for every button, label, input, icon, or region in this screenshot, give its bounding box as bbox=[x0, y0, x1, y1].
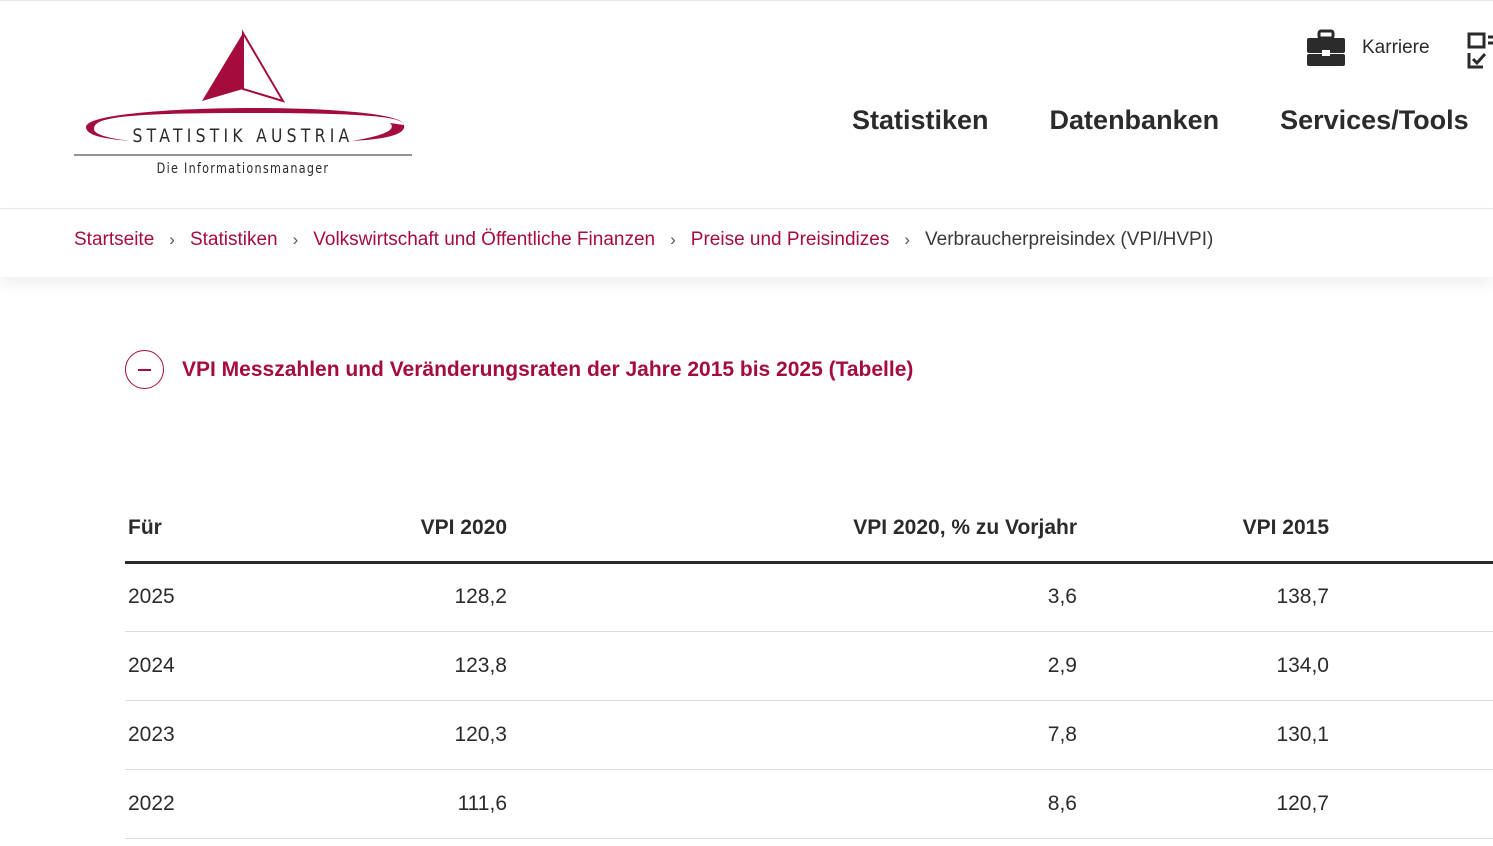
cell-vpi-2020-change: 7,8 bbox=[507, 700, 1077, 770]
accordion-title: VPI Messzahlen und Veränderungsraten der… bbox=[182, 357, 914, 381]
breadcrumb: Startseite › Statistiken › Volkswirtscha… bbox=[74, 229, 1213, 251]
logo-mark bbox=[74, 29, 412, 156]
column-header-vpi-2020: VPI 2020 bbox=[285, 495, 507, 564]
table-row: 2022 111,6 8,6 120,7 bbox=[125, 769, 1493, 839]
cell-vpi-2020: 128,2 bbox=[285, 562, 507, 632]
table-accordion-toggle[interactable]: VPI Messzahlen und Veränderungsraten der… bbox=[125, 350, 913, 389]
breadcrumb-current: Verbraucherpreisindex (VPI/HVPI) bbox=[925, 229, 1214, 250]
cell-overflow bbox=[1329, 700, 1493, 770]
cell-vpi-2015: 138,7 bbox=[1077, 562, 1329, 632]
cell-vpi-2015: 130,1 bbox=[1077, 700, 1329, 770]
breadcrumb-separator: › bbox=[292, 230, 299, 249]
cell-overflow bbox=[1329, 769, 1493, 839]
vpi-table: Für VPI 2020 VPI 2020, % zu Vorjahr VPI … bbox=[125, 495, 1493, 839]
breadcrumb-separator: › bbox=[670, 230, 676, 249]
checklist-icon[interactable] bbox=[1466, 31, 1493, 71]
column-header-vpi-2015: VPI 2015 bbox=[1077, 495, 1329, 564]
cell-vpi-2020: 123,8 bbox=[285, 631, 507, 701]
column-header-overflow bbox=[1329, 495, 1493, 564]
cell-vpi-2015: 134,0 bbox=[1077, 631, 1329, 701]
logo-tagline: Die Informationsmanager bbox=[156, 161, 330, 177]
nav-datenbanken[interactable]: Datenbanken bbox=[1049, 105, 1220, 135]
vpi-table-container: Für VPI 2020 VPI 2020, % zu Vorjahr VPI … bbox=[125, 495, 1493, 839]
logo-name: STATISTIK AUSTRIA bbox=[132, 125, 354, 147]
breadcrumb-separator: › bbox=[904, 230, 910, 249]
collapse-icon bbox=[125, 350, 164, 389]
nav-statistiken[interactable]: Statistiken bbox=[852, 105, 989, 135]
nav-services-tools[interactable]: Services/Tools bbox=[1280, 105, 1469, 135]
cell-year: 2023 bbox=[125, 700, 285, 770]
cell-vpi-2020-change: 8,6 bbox=[507, 769, 1077, 839]
breadcrumb-volkswirtschaft[interactable]: Volkswirtschaft und Öffentliche Finanzen bbox=[313, 229, 656, 250]
cell-year: 2024 bbox=[125, 631, 285, 701]
cell-overflow bbox=[1329, 631, 1493, 701]
cell-vpi-2020-change: 3,6 bbox=[507, 562, 1077, 632]
breadcrumb-startseite[interactable]: Startseite bbox=[74, 229, 155, 250]
table-row: 2024 123,8 2,9 134,0 bbox=[125, 631, 1493, 701]
statistik-austria-logo[interactable]: STATISTIK AUSTRIA Die Informationsmanage… bbox=[72, 29, 414, 181]
cell-vpi-2020: 120,3 bbox=[285, 700, 507, 770]
cell-year: 2022 bbox=[125, 769, 285, 839]
karriere-label: Karriere bbox=[1362, 37, 1430, 58]
cell-overflow bbox=[1329, 562, 1493, 632]
karriere-link[interactable]: Karriere bbox=[1306, 29, 1430, 67]
cell-vpi-2015: 120,7 bbox=[1077, 769, 1329, 839]
cell-vpi-2020-change: 2,9 bbox=[507, 631, 1077, 701]
table-header-row: Für VPI 2020 VPI 2020, % zu Vorjahr VPI … bbox=[125, 495, 1493, 564]
breadcrumb-separator: › bbox=[169, 230, 175, 249]
briefcase-icon bbox=[1306, 29, 1346, 67]
breadcrumb-bar: Startseite › Statistiken › Volkswirtscha… bbox=[0, 208, 1493, 277]
table-row: 2025 128,2 3,6 138,7 bbox=[125, 562, 1493, 632]
column-header-fuer: Für bbox=[125, 495, 285, 564]
site-header: STATISTIK AUSTRIA Die Informationsmanage… bbox=[0, 0, 1493, 208]
column-header-vpi-2020-change: VPI 2020, % zu Vorjahr bbox=[507, 495, 1077, 564]
breadcrumb-preise[interactable]: Preise und Preisindizes bbox=[690, 229, 890, 250]
table-row: 2023 120,3 7,8 130,1 bbox=[125, 700, 1493, 770]
cell-year: 2025 bbox=[125, 562, 285, 632]
breadcrumb-statistiken[interactable]: Statistiken bbox=[189, 229, 278, 250]
main-navigation: Statistiken Datenbanken Services/Tools bbox=[852, 105, 1469, 136]
cell-vpi-2020: 111,6 bbox=[285, 769, 507, 839]
